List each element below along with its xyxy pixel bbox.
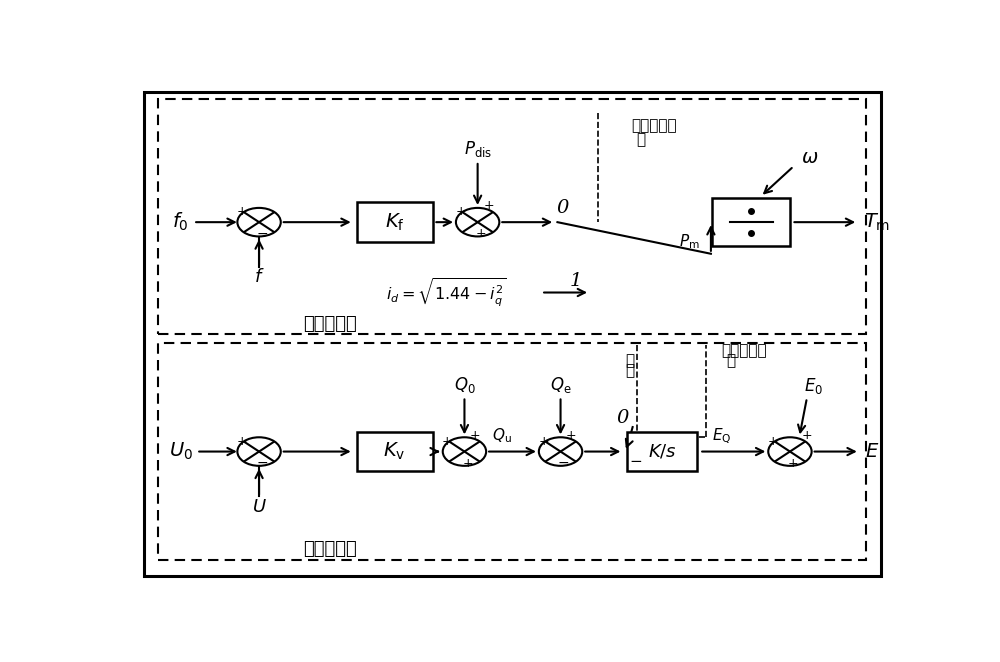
Text: 有功环控制: 有功环控制 bbox=[304, 315, 357, 333]
Text: +: + bbox=[475, 227, 486, 240]
Text: 电网故障标: 电网故障标 bbox=[631, 118, 677, 133]
Text: 无功环控制: 无功环控制 bbox=[304, 540, 357, 559]
Text: 0: 0 bbox=[616, 409, 629, 428]
Text: +: + bbox=[455, 205, 466, 218]
Text: −: − bbox=[558, 456, 569, 470]
Text: $T_{\mathrm{m}}$: $T_{\mathrm{m}}$ bbox=[864, 212, 890, 233]
Bar bbox=[357, 203, 433, 242]
Text: $Q_{\mathrm{e}}$: $Q_{\mathrm{e}}$ bbox=[550, 375, 571, 395]
Text: +: + bbox=[566, 429, 577, 442]
Text: −: − bbox=[629, 454, 642, 469]
Text: +: + bbox=[768, 435, 778, 448]
Text: −: − bbox=[256, 227, 268, 241]
Circle shape bbox=[237, 208, 281, 236]
Text: $E_0$: $E_0$ bbox=[804, 376, 823, 397]
Text: $f_0$: $f_0$ bbox=[172, 211, 189, 233]
Text: 电网故障标: 电网故障标 bbox=[722, 343, 767, 358]
Text: −: − bbox=[256, 456, 268, 470]
Text: +: + bbox=[237, 205, 247, 218]
Text: +: + bbox=[538, 435, 549, 448]
Bar bbox=[712, 198, 790, 246]
Text: 零: 零 bbox=[626, 363, 635, 379]
Text: +: + bbox=[483, 199, 494, 213]
Text: $P_{\mathrm{m}}$: $P_{\mathrm{m}}$ bbox=[679, 232, 700, 251]
Circle shape bbox=[539, 438, 582, 466]
Text: 志: 志 bbox=[636, 132, 645, 147]
Text: 清: 清 bbox=[626, 354, 635, 368]
Text: $K_{\mathrm{v}}$: $K_{\mathrm{v}}$ bbox=[383, 441, 406, 462]
Text: 1: 1 bbox=[570, 272, 582, 290]
Text: $Q_0$: $Q_0$ bbox=[454, 375, 475, 395]
Circle shape bbox=[237, 438, 281, 466]
Bar bbox=[627, 432, 697, 471]
Text: $Q_{\mathrm{u}}$: $Q_{\mathrm{u}}$ bbox=[492, 426, 511, 445]
Text: $K_{\mathrm{f}}$: $K_{\mathrm{f}}$ bbox=[385, 212, 405, 233]
Text: +: + bbox=[237, 435, 247, 448]
Text: $P_{\mathrm{dis}}$: $P_{\mathrm{dis}}$ bbox=[464, 139, 492, 160]
Text: $E_{\mathrm{Q}}$: $E_{\mathrm{Q}}$ bbox=[712, 426, 732, 446]
Circle shape bbox=[443, 438, 486, 466]
Bar bbox=[357, 432, 433, 471]
Text: 志: 志 bbox=[726, 354, 736, 368]
Bar bbox=[158, 344, 866, 559]
Text: $i_d = \sqrt{1.44 - i_q^2}$: $i_d = \sqrt{1.44 - i_q^2}$ bbox=[386, 276, 507, 308]
Text: $\omega$: $\omega$ bbox=[801, 150, 818, 167]
Text: $K/s$: $K/s$ bbox=[648, 443, 677, 461]
Text: $U$: $U$ bbox=[252, 498, 266, 516]
Text: +: + bbox=[462, 457, 473, 470]
Text: +: + bbox=[470, 429, 481, 442]
Circle shape bbox=[768, 438, 812, 466]
Text: $U_0$: $U_0$ bbox=[169, 441, 193, 462]
Bar bbox=[158, 99, 866, 334]
Text: $E$: $E$ bbox=[865, 443, 879, 461]
Circle shape bbox=[456, 208, 499, 236]
Text: +: + bbox=[442, 435, 453, 448]
Text: $f$: $f$ bbox=[254, 268, 264, 286]
Text: +: + bbox=[788, 457, 798, 470]
Text: +: + bbox=[802, 429, 812, 442]
Text: 0: 0 bbox=[557, 199, 569, 217]
